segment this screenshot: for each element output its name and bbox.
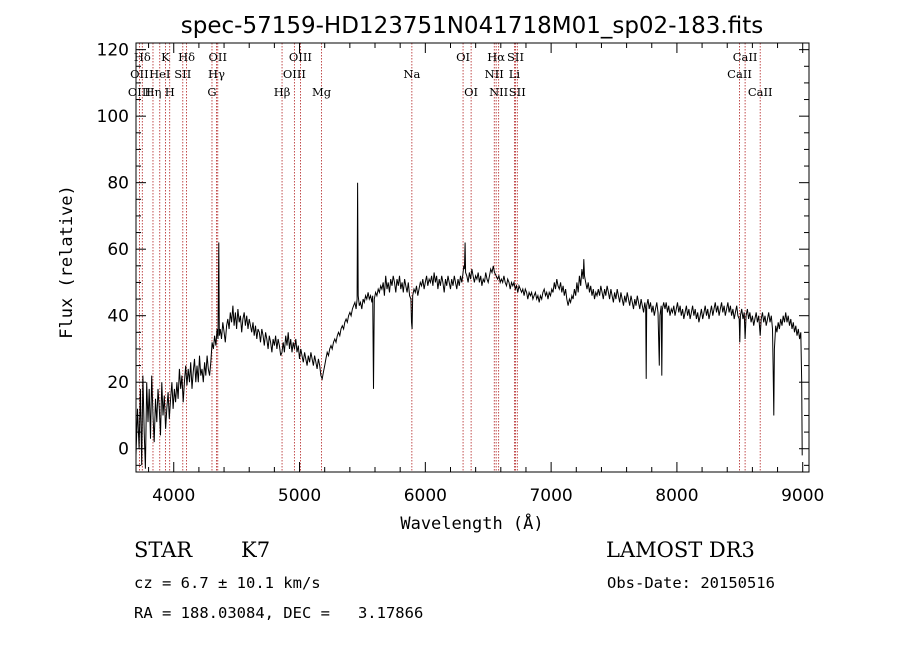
x-axis-label: Wavelength (Å) — [400, 512, 543, 534]
x-tick-label: 9000 — [781, 486, 824, 506]
y-tick-label: 120 — [97, 41, 129, 61]
line-label: Hα — [487, 50, 505, 64]
obs-date-text: Obs-Date: 20150516 — [607, 574, 775, 592]
spectrum-chart: spec-57159-HD123751N041718M01_sp02-183.f… — [57, 13, 824, 534]
survey-name: LAMOST DR3 — [606, 538, 755, 562]
chart-title: spec-57159-HD123751N041718M01_sp02-183.f… — [181, 13, 763, 39]
line-label: OIII — [289, 50, 312, 64]
line-label: Na — [403, 67, 420, 81]
line-label: NII — [485, 67, 504, 81]
line-label: OI — [456, 50, 470, 64]
axis-ticks — [136, 43, 809, 472]
line-label: Hδ — [134, 50, 151, 64]
line-label: SII — [174, 67, 191, 81]
line-label: Hη — [145, 85, 162, 99]
y-tick-label: 40 — [107, 307, 129, 327]
x-tick-label: 5000 — [278, 486, 321, 506]
x-tick-label: 6000 — [404, 486, 447, 506]
y-tick-label: 0 — [118, 440, 129, 460]
y-tick-labels: 0 20 40 60 80 100 120 — [97, 41, 129, 460]
coords-text: RA = 188.03084, DEC = 3.17866 — [134, 604, 424, 622]
plot-frame — [135, 42, 810, 473]
y-tick-label: 60 — [107, 240, 129, 260]
line-label: Mg — [312, 85, 332, 99]
line-label: CaII — [748, 85, 773, 99]
x-tick-label: 8000 — [655, 486, 698, 506]
line-label: Li — [509, 67, 521, 81]
y-tick-label: 100 — [97, 107, 129, 127]
redshift-text: cz = 6.7 ± 10.1 km/s — [134, 574, 321, 592]
line-label: OII — [130, 67, 149, 81]
line-label: SII — [507, 50, 524, 64]
line-label: Hγ — [208, 67, 225, 81]
y-tick-label: 80 — [107, 174, 129, 194]
y-tick-label: 20 — [107, 373, 129, 393]
y-axis-label: Flux (relative) — [57, 185, 77, 339]
line-label: NII — [489, 85, 508, 99]
object-subclass: K7 — [241, 538, 271, 562]
line-label: CaII — [733, 50, 758, 64]
line-label: Hδ — [178, 50, 195, 64]
x-tick-label: 4000 — [152, 486, 195, 506]
line-label: H — [165, 85, 175, 99]
line-label: K — [161, 50, 170, 64]
line-label: OIII — [283, 67, 306, 81]
line-label: Hβ — [274, 85, 291, 99]
line-label: OI — [464, 85, 478, 99]
x-tick-labels: 4000 5000 6000 7000 8000 9000 — [152, 486, 824, 506]
line-label: OII — [209, 50, 228, 64]
line-label: G — [207, 85, 216, 99]
line-label: OIII — [128, 85, 151, 99]
line-label: HeI — [149, 67, 170, 81]
spectrum-line — [135, 182, 803, 469]
object-type: STAR — [134, 538, 193, 562]
line-markers — [138, 43, 761, 472]
x-tick-label: 7000 — [529, 486, 572, 506]
line-label: SII — [509, 85, 526, 99]
line-label: CaII — [727, 67, 752, 81]
